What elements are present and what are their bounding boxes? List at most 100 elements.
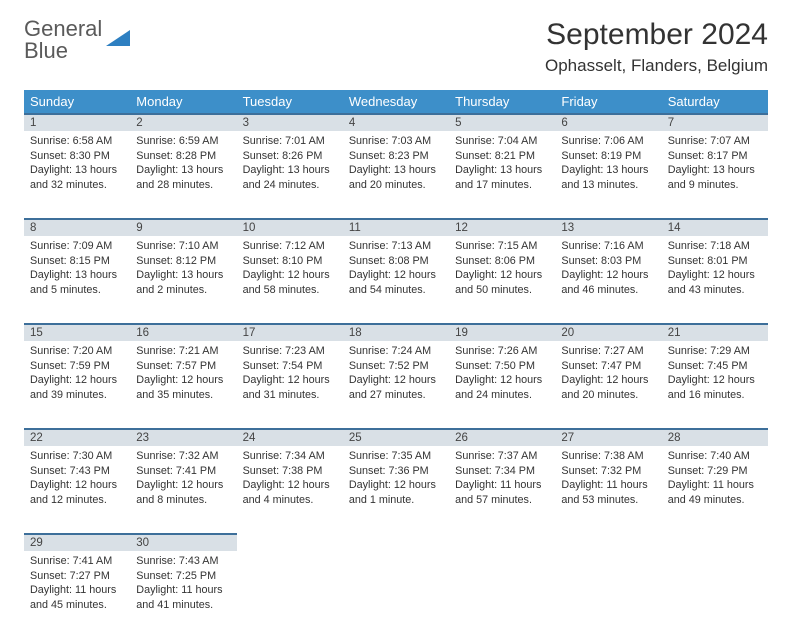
day-content-cell: Sunrise: 7:20 AMSunset: 7:59 PMDaylight:… [24,341,130,429]
daylight-line: Daylight: 12 hours and 8 minutes. [136,478,230,507]
month-title: September 2024 [545,18,768,52]
daylight-line: Daylight: 12 hours and 4 minutes. [243,478,337,507]
sunrise-line: Sunrise: 7:35 AM [349,449,443,464]
day-content-row: Sunrise: 7:20 AMSunset: 7:59 PMDaylight:… [24,341,768,429]
weekday-header: Thursday [449,90,555,114]
sunrise-line: Sunrise: 7:07 AM [668,134,762,149]
sunset-line: Sunset: 7:45 PM [668,359,762,374]
day-content-cell: Sunrise: 7:32 AMSunset: 7:41 PMDaylight:… [130,446,236,534]
sunrise-line: Sunrise: 7:37 AM [455,449,549,464]
sunset-line: Sunset: 8:21 PM [455,149,549,164]
sunrise-line: Sunrise: 7:34 AM [243,449,337,464]
sunrise-line: Sunrise: 6:59 AM [136,134,230,149]
day-number-cell: 10 [237,219,343,236]
daylight-line: Daylight: 12 hours and 35 minutes. [136,373,230,402]
sunrise-line: Sunrise: 7:30 AM [30,449,124,464]
day-number-cell: 6 [555,114,661,131]
day-number-cell: 21 [662,324,768,341]
weekday-header: Wednesday [343,90,449,114]
sunrise-line: Sunrise: 7:12 AM [243,239,337,254]
daylight-line: Daylight: 13 hours and 28 minutes. [136,163,230,192]
daylight-line: Daylight: 12 hours and 50 minutes. [455,268,549,297]
sunset-line: Sunset: 7:57 PM [136,359,230,374]
day-content-cell: Sunrise: 6:58 AMSunset: 8:30 PMDaylight:… [24,131,130,219]
sunrise-line: Sunrise: 7:01 AM [243,134,337,149]
daylight-line: Daylight: 11 hours and 45 minutes. [30,583,124,612]
sunrise-line: Sunrise: 7:26 AM [455,344,549,359]
sunrise-line: Sunrise: 7:43 AM [136,554,230,569]
sunset-line: Sunset: 8:23 PM [349,149,443,164]
day-number-cell: 9 [130,219,236,236]
day-number-cell: 12 [449,219,555,236]
sunset-line: Sunset: 7:41 PM [136,464,230,479]
day-number-cell: 26 [449,429,555,446]
logo-line2: Blue [24,40,102,62]
day-number-cell: 5 [449,114,555,131]
day-content-row: Sunrise: 7:41 AMSunset: 7:27 PMDaylight:… [24,551,768,639]
day-number-cell: 2 [130,114,236,131]
sunrise-line: Sunrise: 7:40 AM [668,449,762,464]
logo: General Blue [24,18,132,62]
day-number-cell: 27 [555,429,661,446]
daylight-line: Daylight: 13 hours and 17 minutes. [455,163,549,192]
weekday-header-row: SundayMondayTuesdayWednesdayThursdayFrid… [24,90,768,114]
day-content-cell: Sunrise: 7:13 AMSunset: 8:08 PMDaylight:… [343,236,449,324]
day-content-cell: Sunrise: 7:29 AMSunset: 7:45 PMDaylight:… [662,341,768,429]
day-number-cell: 3 [237,114,343,131]
sunset-line: Sunset: 8:10 PM [243,254,337,269]
day-number-cell: 17 [237,324,343,341]
daylight-line: Daylight: 12 hours and 31 minutes. [243,373,337,402]
day-content-cell: Sunrise: 7:18 AMSunset: 8:01 PMDaylight:… [662,236,768,324]
daylight-line: Daylight: 12 hours and 12 minutes. [30,478,124,507]
day-content-cell [237,551,343,639]
day-number-cell: 25 [343,429,449,446]
daylight-line: Daylight: 13 hours and 32 minutes. [30,163,124,192]
day-content-cell: Sunrise: 7:37 AMSunset: 7:34 PMDaylight:… [449,446,555,534]
sunrise-line: Sunrise: 7:10 AM [136,239,230,254]
day-number-row: 1234567 [24,114,768,131]
day-number-cell: 23 [130,429,236,446]
daylight-line: Daylight: 13 hours and 24 minutes. [243,163,337,192]
daylight-line: Daylight: 13 hours and 2 minutes. [136,268,230,297]
sunset-line: Sunset: 8:15 PM [30,254,124,269]
day-number-row: 22232425262728 [24,429,768,446]
day-number-cell: 30 [130,534,236,551]
day-content-cell: Sunrise: 7:23 AMSunset: 7:54 PMDaylight:… [237,341,343,429]
sunset-line: Sunset: 8:08 PM [349,254,443,269]
daylight-line: Daylight: 12 hours and 58 minutes. [243,268,337,297]
weekday-header: Saturday [662,90,768,114]
day-number-cell: 4 [343,114,449,131]
day-content-cell [555,551,661,639]
sunset-line: Sunset: 7:34 PM [455,464,549,479]
sunrise-line: Sunrise: 7:03 AM [349,134,443,149]
daylight-line: Daylight: 11 hours and 41 minutes. [136,583,230,612]
day-number-cell: 13 [555,219,661,236]
sunset-line: Sunset: 8:17 PM [668,149,762,164]
title-block: September 2024 Ophasselt, Flanders, Belg… [545,18,768,76]
day-content-cell: Sunrise: 7:43 AMSunset: 7:25 PMDaylight:… [130,551,236,639]
daylight-line: Daylight: 12 hours and 39 minutes. [30,373,124,402]
day-number-cell: 28 [662,429,768,446]
sunrise-line: Sunrise: 7:20 AM [30,344,124,359]
day-content-row: Sunrise: 7:30 AMSunset: 7:43 PMDaylight:… [24,446,768,534]
sunrise-line: Sunrise: 7:23 AM [243,344,337,359]
day-content-cell [662,551,768,639]
header: General Blue September 2024 Ophasselt, F… [24,18,768,76]
day-content-cell: Sunrise: 7:10 AMSunset: 8:12 PMDaylight:… [130,236,236,324]
sunrise-line: Sunrise: 7:18 AM [668,239,762,254]
sunrise-line: Sunrise: 7:27 AM [561,344,655,359]
daylight-line: Daylight: 12 hours and 24 minutes. [455,373,549,402]
day-content-cell: Sunrise: 7:27 AMSunset: 7:47 PMDaylight:… [555,341,661,429]
sunset-line: Sunset: 7:43 PM [30,464,124,479]
day-content-cell: Sunrise: 7:16 AMSunset: 8:03 PMDaylight:… [555,236,661,324]
day-number-cell: 16 [130,324,236,341]
day-content-cell: Sunrise: 7:01 AMSunset: 8:26 PMDaylight:… [237,131,343,219]
daylight-line: Daylight: 11 hours and 57 minutes. [455,478,549,507]
sunset-line: Sunset: 7:38 PM [243,464,337,479]
sunrise-line: Sunrise: 7:06 AM [561,134,655,149]
day-number-cell [662,534,768,551]
day-content-cell: Sunrise: 7:06 AMSunset: 8:19 PMDaylight:… [555,131,661,219]
day-content-row: Sunrise: 6:58 AMSunset: 8:30 PMDaylight:… [24,131,768,219]
sunrise-line: Sunrise: 7:09 AM [30,239,124,254]
location: Ophasselt, Flanders, Belgium [545,56,768,76]
